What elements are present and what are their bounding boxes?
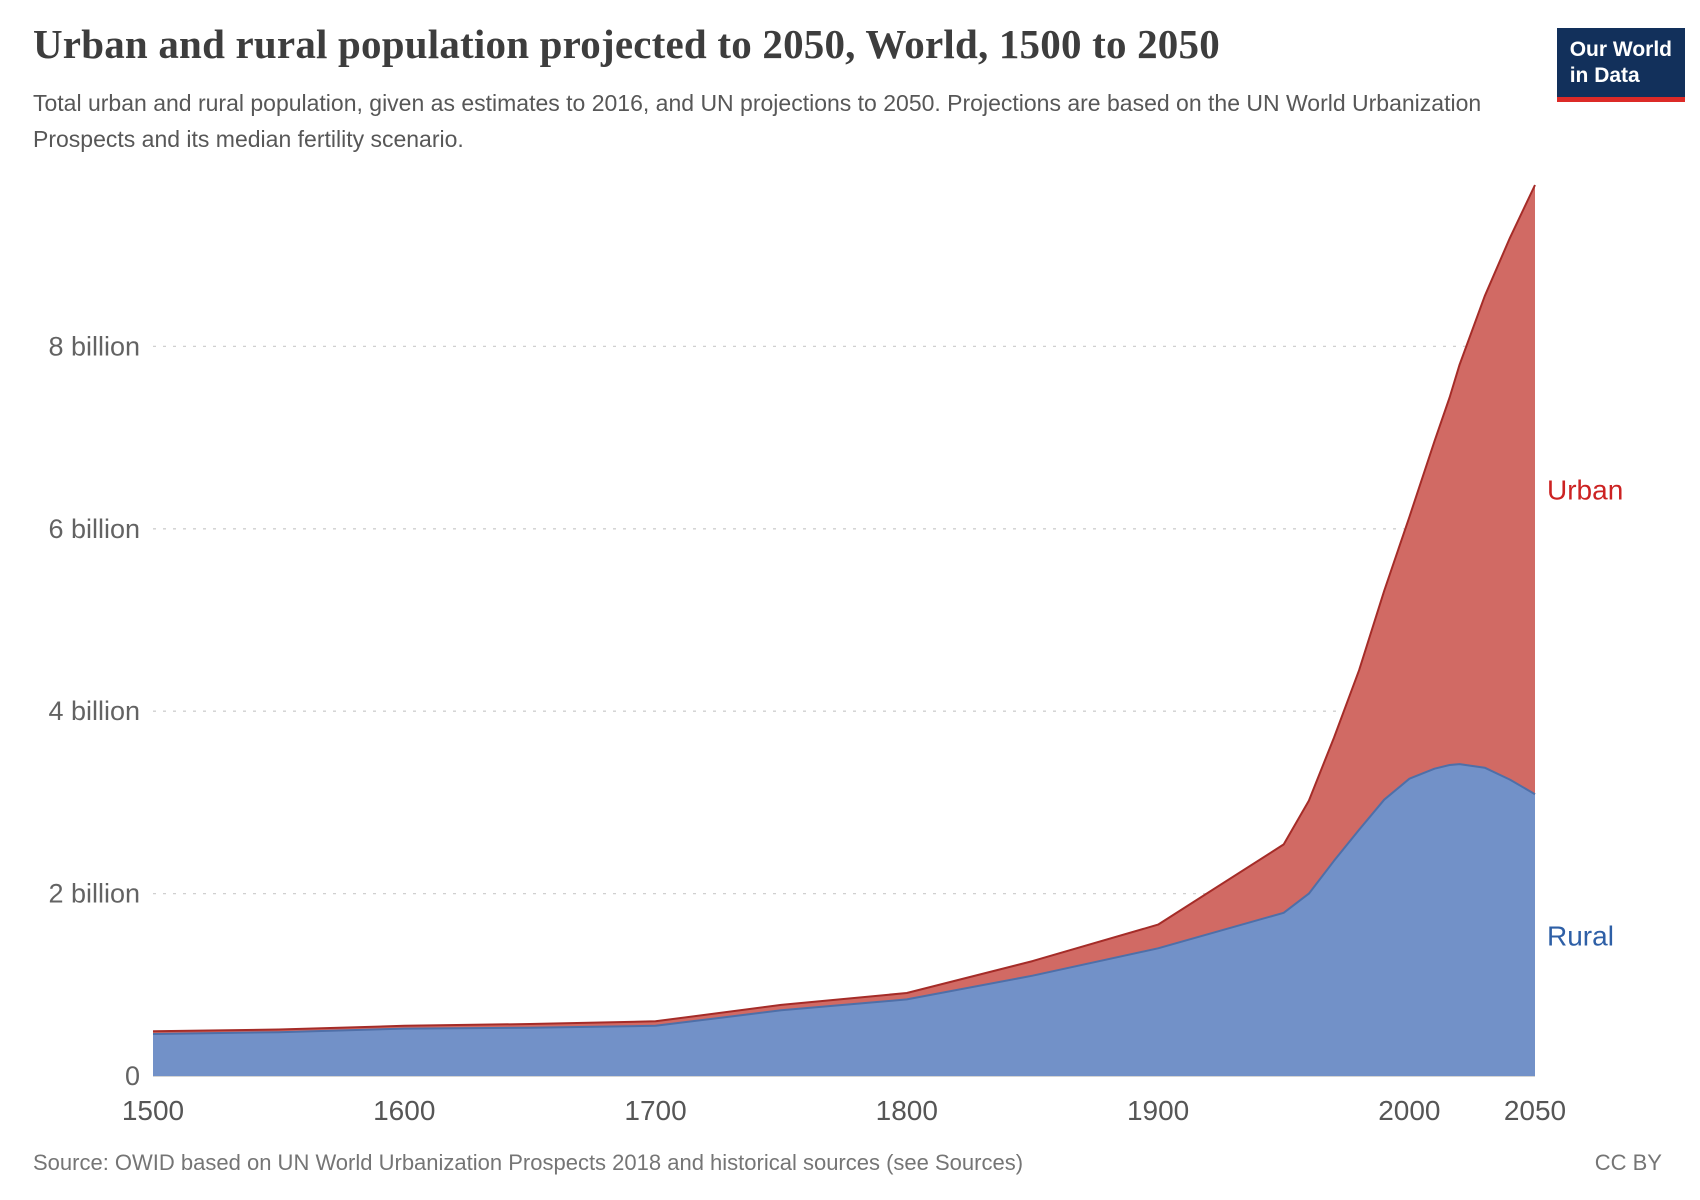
y-tick-label: 0: [125, 1061, 140, 1091]
x-tick-label: 1600: [373, 1095, 435, 1126]
x-tick-label: 1900: [1127, 1095, 1189, 1126]
y-tick-label: 8 billion: [48, 331, 140, 361]
owid-logo-line2: in Data: [1569, 64, 1640, 88]
chart-subtitle: Total urban and rural population, given …: [33, 90, 1482, 152]
owid-logo-line1: Our World: [1569, 38, 1672, 61]
license-link[interactable]: CC BY: [1594, 1150, 1662, 1175]
y-tick-label: 2 billion: [48, 879, 140, 909]
x-tick-label: 1800: [876, 1095, 938, 1126]
urban-series-label: Urban: [1547, 474, 1623, 505]
rural-area[interactable]: [153, 764, 1535, 1076]
x-tick-label: 1700: [624, 1095, 686, 1126]
x-tick-label: 1500: [122, 1095, 184, 1126]
chart-footer: Source: OWID based on UN World Urbanizat…: [0, 1150, 1700, 1176]
urban-edge-line: [152, 184, 1536, 1033]
rural-series-label: Rural: [1547, 920, 1614, 951]
owid-logo[interactable]: Our World in Data: [1556, 28, 1685, 102]
y-tick-label: 4 billion: [48, 696, 140, 726]
rural-edge-line: [152, 763, 1536, 1035]
x-tick-label: 2050: [1504, 1095, 1566, 1126]
y-tick-label: 6 billion: [48, 514, 140, 544]
page-title: Urban and rural population projected to …: [33, 21, 1220, 67]
source-note: Source: OWID based on UN World Urbanizat…: [33, 1150, 1024, 1175]
x-tick-label: 2000: [1378, 1095, 1440, 1126]
